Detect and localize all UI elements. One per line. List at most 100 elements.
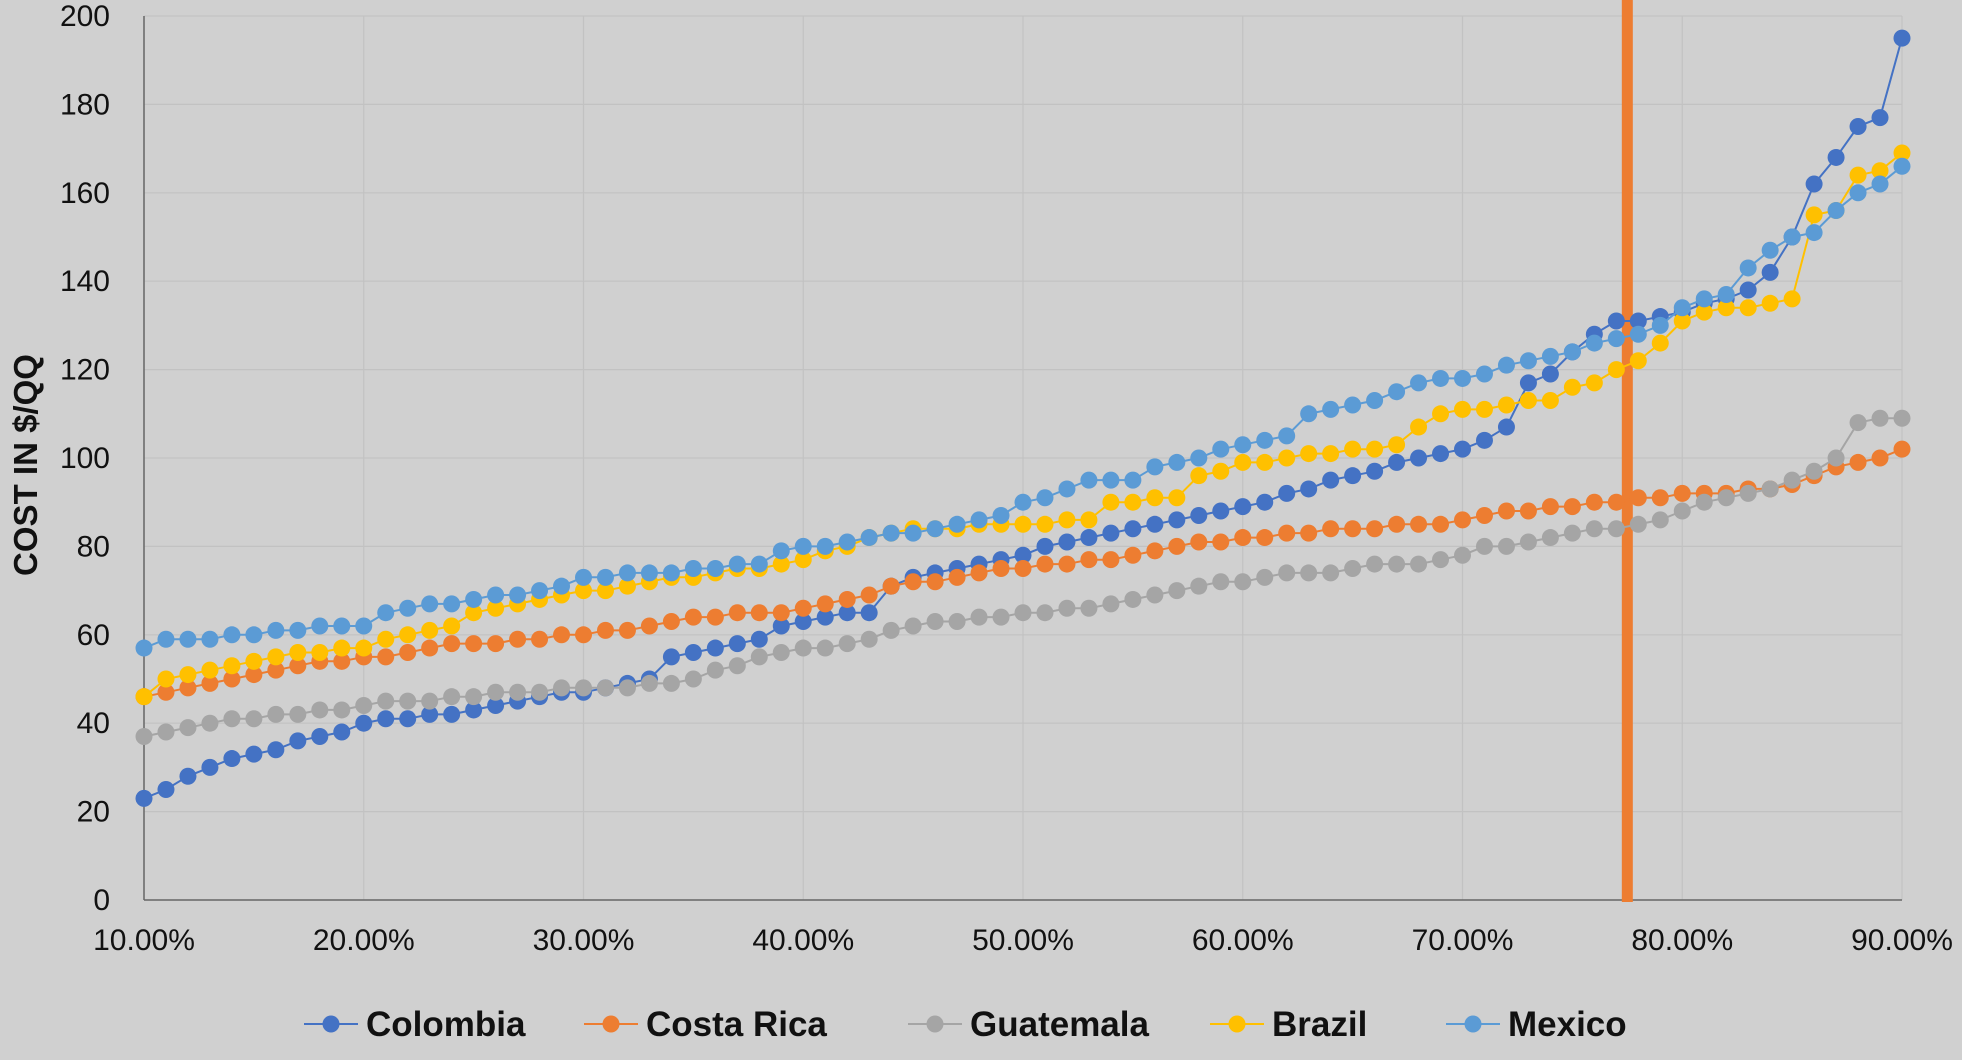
data-point bbox=[1322, 471, 1340, 489]
data-point bbox=[1651, 316, 1669, 334]
data-point bbox=[1827, 449, 1845, 467]
legend-label: Brazil bbox=[1272, 1005, 1367, 1044]
data-point bbox=[157, 670, 175, 688]
data-point bbox=[1410, 555, 1428, 573]
data-point bbox=[1300, 445, 1318, 463]
data-point bbox=[1388, 453, 1406, 471]
data-point bbox=[1300, 564, 1318, 582]
data-point bbox=[1058, 511, 1076, 529]
data-point bbox=[772, 617, 790, 635]
data-point bbox=[377, 630, 395, 648]
data-point bbox=[1519, 352, 1537, 370]
data-point bbox=[1366, 440, 1384, 458]
data-point bbox=[1410, 374, 1428, 392]
y-tick-label: 180 bbox=[60, 88, 110, 121]
data-point bbox=[860, 529, 878, 547]
data-point bbox=[421, 595, 439, 613]
y-tick-label: 140 bbox=[60, 265, 110, 298]
data-point bbox=[179, 767, 197, 785]
data-point bbox=[1124, 590, 1142, 608]
data-point bbox=[684, 643, 702, 661]
data-point bbox=[728, 635, 746, 653]
legend-label: Mexico bbox=[1508, 1005, 1627, 1044]
data-point bbox=[1300, 480, 1318, 498]
data-point bbox=[838, 590, 856, 608]
data-point bbox=[1256, 493, 1274, 511]
data-point bbox=[1168, 511, 1186, 529]
data-point bbox=[1146, 489, 1164, 507]
data-point bbox=[1497, 502, 1515, 520]
data-point bbox=[640, 674, 658, 692]
data-point bbox=[1541, 529, 1559, 547]
data-point bbox=[948, 515, 966, 533]
data-point bbox=[1673, 299, 1691, 317]
data-point bbox=[860, 586, 878, 604]
data-point bbox=[1717, 299, 1735, 317]
data-point bbox=[1322, 445, 1340, 463]
data-point bbox=[1849, 118, 1867, 135]
data-point bbox=[1519, 533, 1537, 551]
data-point bbox=[421, 621, 439, 639]
data-point bbox=[421, 692, 439, 710]
data-point bbox=[1541, 347, 1559, 365]
data-point bbox=[1102, 493, 1120, 511]
data-point bbox=[289, 643, 307, 661]
data-point bbox=[596, 679, 614, 697]
data-point bbox=[1168, 537, 1186, 555]
data-point bbox=[838, 635, 856, 653]
data-point bbox=[487, 697, 505, 715]
data-point bbox=[553, 679, 571, 697]
data-point bbox=[1256, 529, 1274, 547]
data-point bbox=[1673, 484, 1691, 502]
data-point bbox=[1519, 392, 1537, 410]
legend-label: Costa Rica bbox=[646, 1005, 827, 1044]
data-point bbox=[882, 577, 900, 595]
data-point bbox=[245, 666, 263, 684]
data-point bbox=[1058, 533, 1076, 551]
data-point bbox=[1058, 599, 1076, 617]
data-point bbox=[1497, 418, 1515, 436]
data-point bbox=[1124, 493, 1142, 511]
data-point bbox=[333, 639, 351, 657]
data-point bbox=[1871, 162, 1889, 180]
data-point bbox=[1607, 312, 1625, 330]
data-point bbox=[750, 648, 768, 666]
y-tick-label: 80 bbox=[77, 530, 110, 563]
data-point bbox=[1102, 595, 1120, 613]
data-point bbox=[816, 608, 834, 626]
data-point bbox=[201, 630, 219, 648]
data-point bbox=[728, 657, 746, 675]
data-point bbox=[289, 657, 307, 675]
data-point bbox=[970, 608, 988, 626]
y-tick-label: 120 bbox=[60, 354, 110, 387]
data-point bbox=[1585, 520, 1603, 538]
data-point bbox=[750, 604, 768, 622]
x-tick-label: 50.00% bbox=[972, 924, 1074, 957]
data-point bbox=[1761, 241, 1779, 259]
data-point bbox=[1344, 520, 1362, 538]
data-point bbox=[245, 710, 263, 728]
data-point bbox=[267, 661, 285, 679]
data-point bbox=[443, 688, 461, 706]
data-point bbox=[157, 781, 175, 798]
y-tick-label: 60 bbox=[77, 619, 110, 652]
data-point bbox=[1629, 312, 1647, 330]
data-point bbox=[794, 639, 812, 657]
data-point bbox=[311, 727, 329, 745]
data-point bbox=[882, 524, 900, 542]
data-point bbox=[904, 617, 922, 635]
data-point bbox=[311, 701, 329, 719]
y-tick-label: 100 bbox=[60, 442, 110, 475]
data-point bbox=[1190, 467, 1208, 485]
axes bbox=[143, 16, 1902, 901]
data-point bbox=[575, 582, 592, 600]
data-point bbox=[772, 643, 790, 661]
data-point bbox=[1234, 436, 1252, 454]
data-point bbox=[267, 621, 285, 639]
data-point bbox=[1080, 599, 1098, 617]
data-point bbox=[399, 710, 417, 728]
data-point bbox=[1475, 400, 1493, 418]
x-tick-label: 30.00% bbox=[533, 924, 635, 957]
data-point bbox=[1014, 493, 1032, 511]
data-point bbox=[1102, 551, 1120, 569]
